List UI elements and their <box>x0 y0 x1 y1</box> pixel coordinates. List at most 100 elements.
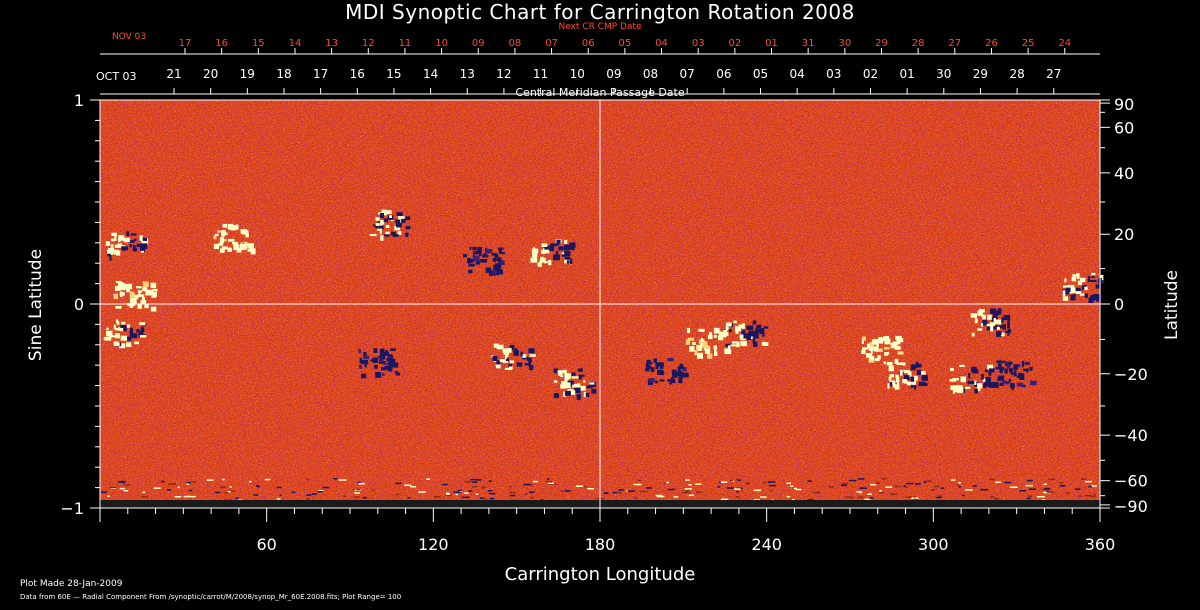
polar-streak <box>253 494 258 496</box>
polar-streak <box>279 494 282 497</box>
polar-streak <box>426 478 431 480</box>
next-cmp-day-label: 13 <box>325 38 338 49</box>
polar-streak <box>1042 488 1050 491</box>
flux-patch <box>496 270 499 276</box>
polar-streak <box>548 482 555 485</box>
y-right-tick-label: 0 <box>1114 295 1124 314</box>
polar-streak <box>673 496 679 498</box>
active-region <box>553 368 597 400</box>
polar-streak <box>729 479 734 482</box>
flux-patch <box>718 335 724 341</box>
flux-patch <box>396 212 403 216</box>
flux-patch <box>763 342 769 346</box>
flux-patch <box>240 229 247 232</box>
flux-patch <box>372 224 377 227</box>
cmp-day-label: 06 <box>716 67 731 81</box>
flux-patch <box>571 376 579 379</box>
flux-patch <box>753 332 759 339</box>
polar-streak <box>168 483 176 485</box>
flux-patch <box>1022 384 1026 388</box>
flux-patch <box>753 341 758 347</box>
flux-patch <box>405 216 411 221</box>
flux-patch <box>980 323 983 327</box>
flux-patch <box>129 327 133 333</box>
flux-patch <box>509 344 515 351</box>
flux-patch <box>529 354 536 357</box>
polar-streak <box>445 492 450 494</box>
flux-patch <box>866 343 871 349</box>
flux-patch <box>391 231 396 236</box>
polar-streak <box>356 488 361 491</box>
flux-patch <box>114 244 121 248</box>
flux-patch <box>1030 380 1037 386</box>
flux-patch <box>524 363 531 366</box>
flux-patch <box>520 351 523 357</box>
flux-patch <box>870 346 877 351</box>
flux-patch <box>1017 382 1024 387</box>
flux-patch <box>123 248 126 251</box>
flux-patch <box>685 339 691 345</box>
polar-streak <box>488 490 493 492</box>
polar-streak <box>306 478 309 481</box>
flux-patch <box>379 213 384 219</box>
flux-patch <box>752 338 756 344</box>
flux-patch <box>104 336 112 341</box>
polar-streak <box>736 491 739 493</box>
y-right-tick-label: −20 <box>1114 365 1148 384</box>
polar-streak <box>892 493 898 495</box>
flux-patch <box>697 352 703 359</box>
polar-streak <box>529 491 535 493</box>
cmp-day-label: 12 <box>496 67 511 81</box>
flux-patch <box>894 384 900 390</box>
flux-patch <box>401 218 406 223</box>
next-cmp-day-label: 27 <box>948 38 961 49</box>
flux-patch <box>377 372 381 377</box>
flux-patch <box>895 374 899 379</box>
flux-patch <box>142 281 149 288</box>
polar-streak <box>958 486 962 488</box>
flux-patch <box>505 358 509 361</box>
flux-patch <box>985 376 991 383</box>
polar-streak <box>735 478 738 481</box>
polar-streak <box>264 478 271 481</box>
polar-streak <box>639 490 648 493</box>
flux-patch <box>563 369 567 374</box>
flux-patch <box>897 351 904 355</box>
flux-patch <box>111 232 117 236</box>
flux-patch <box>584 393 590 397</box>
flux-patch <box>492 258 496 262</box>
flux-patch <box>959 364 965 367</box>
active-region <box>725 320 769 350</box>
flux-patch <box>949 378 957 382</box>
polar-streak <box>470 478 478 481</box>
flux-patch <box>477 247 482 253</box>
flux-patch <box>126 324 131 328</box>
polar-streak <box>881 478 887 480</box>
polar-streak <box>407 497 411 499</box>
flux-patch <box>738 324 745 329</box>
flux-patch <box>152 291 157 297</box>
flux-patch <box>532 251 538 258</box>
polar-streak <box>1044 487 1051 490</box>
flux-patch <box>1070 294 1075 301</box>
flux-patch <box>887 383 890 389</box>
flux-patch <box>1071 276 1077 282</box>
flux-patch <box>687 337 695 341</box>
flux-patch <box>527 357 530 361</box>
flux-patch <box>531 248 539 254</box>
flux-patch <box>119 292 125 296</box>
flux-patch <box>486 248 493 254</box>
flux-patch <box>107 253 111 257</box>
flux-patch <box>529 365 534 371</box>
flux-patch <box>654 380 658 384</box>
flux-patch <box>142 287 148 292</box>
flux-patch <box>1075 291 1082 294</box>
flux-patch <box>571 383 579 388</box>
flux-patch <box>728 345 731 350</box>
flux-patch <box>746 325 754 330</box>
polar-streak <box>846 496 854 499</box>
polar-streak <box>923 481 926 484</box>
next-cmp-day-label: 16 <box>215 38 228 49</box>
flux-patch <box>150 306 157 312</box>
flux-patch <box>485 247 487 253</box>
